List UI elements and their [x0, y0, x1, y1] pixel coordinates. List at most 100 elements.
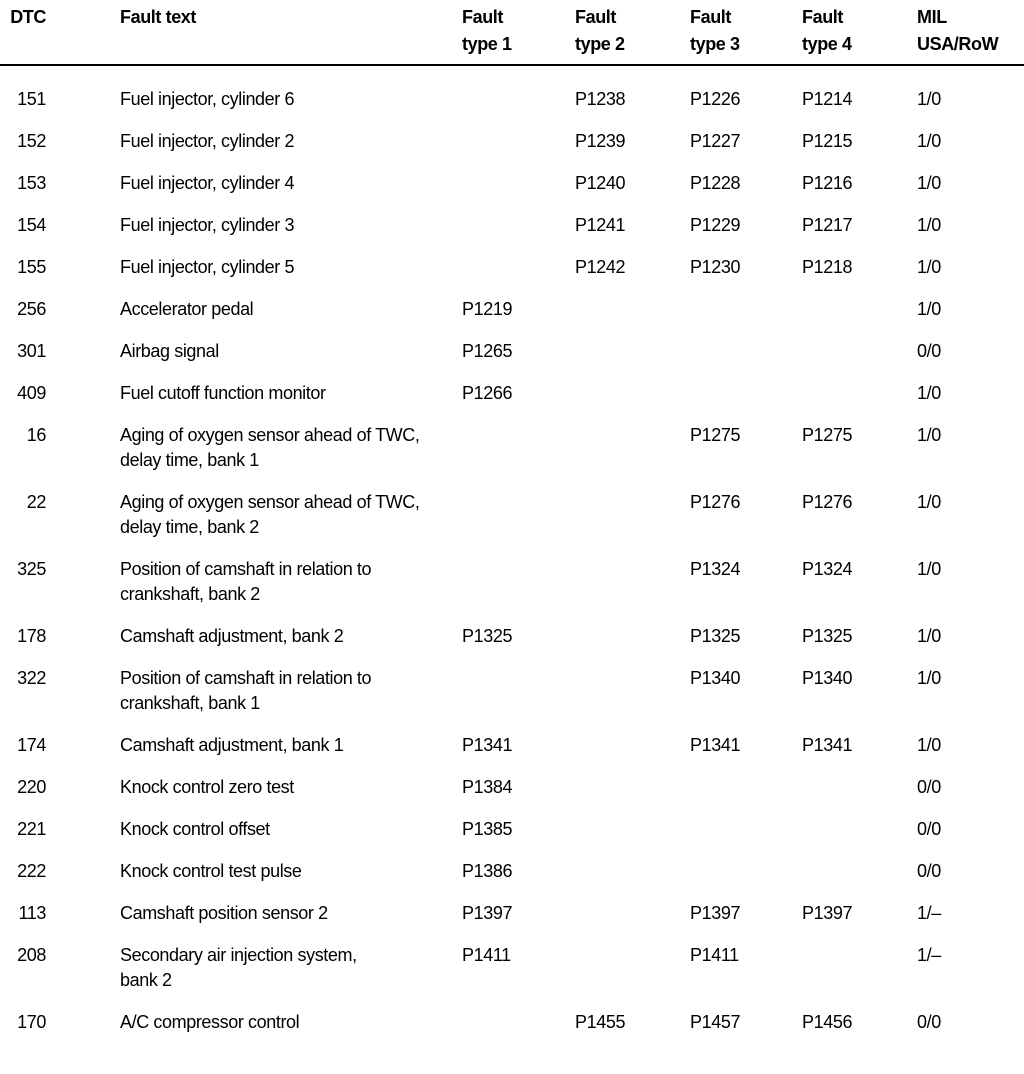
fault-type-1-cell: P1266 [462, 383, 513, 403]
fault-type-3-cell: P1226 [690, 89, 741, 109]
mil-cell: 0/0 [917, 341, 941, 361]
fault-text-cell: Fuel injector, cylinder 6 [120, 89, 295, 109]
fault-text-cell: Knock control zero test [120, 777, 294, 797]
fault-type-4-cell: P1215 [802, 131, 853, 151]
dtc-cell: 155 [17, 257, 46, 277]
table-row: 174 Camshaft adjustment, bank 1 P1341 P1… [0, 733, 1024, 758]
table-row: 178 Camshaft adjustment, bank 2 P1325 P1… [0, 624, 1024, 649]
fault-text-cell: Airbag signal [120, 341, 219, 361]
fault-text-cell: Aging of oxygen sensor ahead of TWC, del… [120, 425, 420, 470]
column-header-label: Fault [462, 7, 503, 27]
fault-type-4-cell: P1324 [802, 559, 853, 579]
column-header-fault-type-4: Fault type 4 [802, 4, 917, 58]
table-row: 221 Knock control offset P1385 0/0 [0, 817, 1024, 842]
fault-type-3-cell: P1341 [690, 735, 741, 755]
fault-type-4-cell: P1340 [802, 668, 853, 688]
dtc-cell: 22 [26, 492, 47, 512]
fault-type-3-cell: P1340 [690, 668, 741, 688]
fault-type-1-cell: P1265 [462, 341, 513, 361]
table-row: 153 Fuel injector, cylinder 4 P1240 P122… [0, 171, 1024, 196]
table-row: 170 A/C compressor control P1455 P1457 P… [0, 1010, 1024, 1035]
mil-cell: 1/0 [917, 425, 941, 445]
fault-type-3-cell: P1227 [690, 131, 741, 151]
dtc-cell: 222 [17, 861, 46, 881]
fault-type-3-cell: P1397 [690, 903, 741, 923]
dtc-cell: 170 [17, 1012, 46, 1032]
dtc-cell: 178 [17, 626, 46, 646]
fault-type-3-cell: P1325 [690, 626, 741, 646]
table-row: 256 Accelerator pedal P1219 1/0 [0, 297, 1024, 322]
fault-type-4-cell: P1275 [802, 425, 853, 445]
mil-cell: 1/0 [917, 383, 941, 403]
column-header-mil-usa-row: MIL USA/RoW [917, 4, 1024, 58]
dtc-cell: 301 [17, 341, 46, 361]
table-row: 222 Knock control test pulse P1386 0/0 [0, 859, 1024, 884]
column-header-fault-type-2: Fault type 2 [575, 4, 690, 58]
fault-type-2-cell: P1238 [575, 89, 626, 109]
mil-cell: 1/0 [917, 89, 941, 109]
dtc-fault-code-table: DTC Fault text Fault type 1 Fault type 2… [0, 4, 1024, 1035]
dtc-cell: 325 [17, 559, 46, 579]
fault-type-3-cell: P1229 [690, 215, 741, 235]
fault-type-4-cell: P1325 [802, 626, 853, 646]
dtc-cell: 208 [17, 945, 46, 965]
fault-type-3-cell: P1411 [690, 945, 739, 965]
table-row: 208 Secondary air injection system, bank… [0, 943, 1024, 993]
mil-cell: 1/0 [917, 131, 941, 151]
table-row: 152 Fuel injector, cylinder 2 P1239 P122… [0, 129, 1024, 154]
fault-text-cell: Fuel injector, cylinder 4 [120, 173, 295, 193]
fault-text-cell: Aging of oxygen sensor ahead of TWC, del… [120, 492, 420, 537]
mil-cell: 1/0 [917, 626, 941, 646]
table-row: 155 Fuel injector, cylinder 5 P1242 P123… [0, 255, 1024, 280]
dtc-cell: 409 [17, 383, 46, 403]
mil-cell: 1/0 [917, 257, 941, 277]
fault-type-1-cell: P1386 [462, 861, 513, 881]
fault-type-1-cell: P1341 [462, 735, 513, 755]
fault-text-cell: Position of camshaft in relation to cran… [120, 559, 372, 604]
column-header-label: Fault [690, 7, 731, 27]
fault-text-cell: Fuel injector, cylinder 2 [120, 131, 295, 151]
fault-type-3-cell: P1324 [690, 559, 741, 579]
column-header-sublabel: type 3 [690, 34, 740, 54]
dtc-cell: 152 [17, 131, 46, 151]
fault-text-cell: A/C compressor control [120, 1012, 300, 1032]
mil-cell: 0/0 [917, 861, 941, 881]
fault-text-cell: Camshaft adjustment, bank 1 [120, 735, 344, 755]
fault-type-1-cell: P1325 [462, 626, 513, 646]
mil-cell: 1/0 [917, 299, 941, 319]
fault-type-3-cell: P1275 [690, 425, 741, 445]
column-header-label: DTC [10, 7, 46, 27]
fault-text-cell: Accelerator pedal [120, 299, 254, 319]
fault-type-4-cell: P1397 [802, 903, 853, 923]
dtc-cell: 113 [18, 903, 47, 923]
fault-type-3-cell: P1457 [690, 1012, 741, 1032]
column-header-label: Fault [802, 7, 843, 27]
fault-text-cell: Knock control test pulse [120, 861, 302, 881]
fault-text-cell: Fuel injector, cylinder 3 [120, 215, 295, 235]
fault-type-4-cell: P1276 [802, 492, 853, 512]
column-header-fault-type-3: Fault type 3 [690, 4, 802, 58]
mil-cell: 1/– [917, 945, 941, 965]
table-row: 154 Fuel injector, cylinder 3 P1241 P122… [0, 213, 1024, 238]
mil-cell: 1/0 [917, 559, 941, 579]
fault-type-2-cell: P1240 [575, 173, 626, 193]
fault-text-cell: Position of camshaft in relation to cran… [120, 668, 372, 713]
fault-text-cell: Fuel cutoff function monitor [120, 383, 326, 403]
dtc-cell: 256 [17, 299, 46, 319]
fault-type-1-cell: P1219 [462, 299, 513, 319]
column-header-label: MIL [917, 7, 947, 27]
dtc-cell: 220 [17, 777, 46, 797]
table-row: 220 Knock control zero test P1384 0/0 [0, 775, 1024, 800]
fault-type-4-cell: P1218 [802, 257, 853, 277]
mil-cell: 1/0 [917, 173, 941, 193]
mil-cell: 1/0 [917, 668, 941, 688]
column-header-dtc: DTC [0, 4, 120, 31]
table-row: 325 Position of camshaft in relation to … [0, 557, 1024, 607]
fault-type-1-cell: P1411 [462, 945, 511, 965]
fault-type-4-cell: P1217 [802, 215, 853, 235]
fault-type-2-cell: P1241 [575, 215, 626, 235]
column-header-sublabel: type 4 [802, 34, 852, 54]
column-header-label: Fault [575, 7, 616, 27]
column-header-sublabel: type 2 [575, 34, 625, 54]
fault-text-cell: Secondary air injection system, bank 2 [120, 945, 357, 990]
